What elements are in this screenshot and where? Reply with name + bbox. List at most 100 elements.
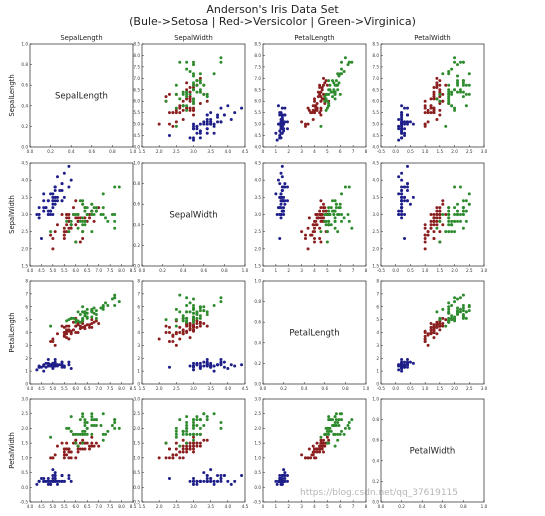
point-virginica [185,67,189,71]
x-tick-label: 7.0 [95,268,102,273]
point-setosa [188,136,192,140]
point-versicolor [313,97,316,101]
point-setosa [280,175,284,179]
x-tick-label: 1 [275,504,278,509]
point-versicolor [88,447,92,451]
point-versicolor [85,441,89,445]
point-setosa [53,479,57,483]
point-versicolor [188,336,192,340]
y-tick-label: 3.0 [372,212,379,217]
y-tick-label: 0.2 [372,479,379,484]
y-tick-label: 4 [25,330,28,335]
point-versicolor [303,456,307,460]
x-tick-label: 2.5 [173,504,180,509]
point-virginica [65,219,69,223]
point-setosa [55,195,59,199]
point-virginica [113,226,117,230]
point-versicolor [65,453,69,457]
point-setosa [205,127,209,131]
x-tick-label: 5 [326,504,329,509]
point-versicolor [205,99,209,103]
point-virginica [453,300,457,304]
point-virginica [464,316,468,320]
point-setosa [282,127,286,131]
point-setosa [192,138,195,142]
point-virginica [340,219,344,223]
point-virginica [219,421,223,425]
point-virginica [192,102,195,106]
y-tick-label: 1.0 [372,397,379,402]
point-versicolor [314,106,318,110]
point-virginica [350,60,354,64]
point-virginica [453,206,457,210]
x-tick-label: 0 [262,268,265,273]
point-versicolor [174,111,178,115]
point-setosa [285,199,289,203]
point-versicolor [49,340,53,344]
point-virginica [192,418,195,422]
point-versicolor [85,323,89,327]
point-setosa [192,476,195,480]
x-tick-label: 6.5 [84,268,91,273]
diagonal-label-sepalwidth: SepalWidth [169,211,217,221]
x-tick-label: 5.5 [61,504,68,509]
point-virginica [85,432,89,436]
point-virginica [198,79,202,83]
point-versicolor [423,124,427,128]
y-tick-label: 0 [137,382,140,387]
y-tick-label: 6 [137,304,140,309]
x-tick-label: 1.0 [422,386,429,391]
point-versicolor [174,331,178,334]
point-versicolor [198,102,202,106]
point-versicolor [97,206,101,210]
point-versicolor [435,223,439,227]
point-versicolor [441,321,445,325]
point-setosa [279,213,283,216]
point-versicolor [78,216,82,220]
point-setosa [202,471,206,475]
point-virginica [83,432,87,436]
x-tick-label: 4.0 [224,386,231,391]
panel-petalwidth-vs-sepalwidth: 1.5 2.0 2.5 3.0 3.5 4.0 4.5 -0.5 0.0 0.5 1.0 1.5 2.0… [132,397,249,510]
point-setosa [46,364,50,368]
point-virginica [331,199,335,203]
x-tick-label: 8.0 [118,386,125,391]
point-versicolor [78,240,82,244]
point-versicolor [438,88,442,92]
point-versicolor [85,219,89,223]
point-versicolor [174,447,178,451]
point-setosa [53,199,57,203]
point-virginica [336,72,340,76]
point-setosa [280,106,284,110]
point-setosa [188,364,192,368]
point-setosa [280,199,284,203]
x-tick-label: 2.0 [451,386,458,391]
point-virginica [192,74,195,78]
point-versicolor [198,76,202,80]
point-virginica [453,185,457,189]
point-virginica [113,185,117,189]
point-setosa [226,479,230,483]
x-tick-label: 3.0 [190,149,197,154]
point-versicolor [423,337,427,341]
point-setosa [278,237,282,241]
point-virginica [101,307,105,311]
y-tick-label: 7.5 [254,64,261,69]
point-setosa [60,365,64,369]
point-setosa [46,209,50,213]
diagonal-label-sepallength: SepalLength [55,92,108,102]
point-virginica [181,429,185,433]
point-versicolor [164,95,168,99]
point-virginica [78,418,82,422]
point-versicolor [188,324,192,328]
point-setosa [209,365,213,369]
point-setosa [192,368,195,372]
point-virginica [192,438,195,442]
y-tick-label: 1.0 [21,455,28,460]
point-versicolor [188,108,192,112]
point-virginica [192,97,195,101]
point-virginica [447,72,451,76]
x-tick-label: 7.0 [95,504,102,509]
point-virginica [456,202,460,206]
point-versicolor [423,223,427,227]
